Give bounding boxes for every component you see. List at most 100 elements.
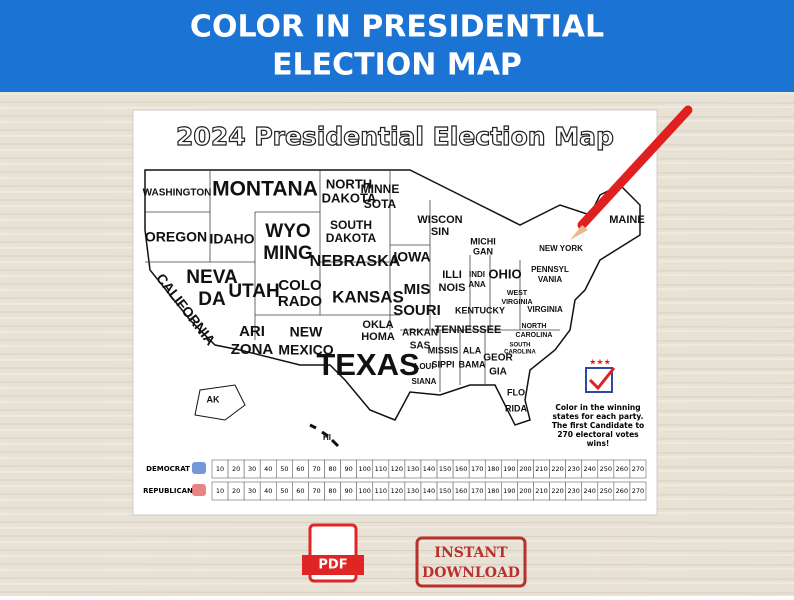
stars: ★★★ [589, 358, 611, 367]
state-label: TENNESSEE [435, 324, 502, 336]
state-label: IDAHO [209, 231, 254, 247]
state-label: NEBRASKA [310, 253, 401, 270]
state-label: DA [198, 289, 226, 310]
state-label: NEVA [186, 267, 238, 288]
state-label: OREGON [145, 229, 207, 245]
state-label: PENNSYL [531, 265, 569, 274]
state-label: WISCON [417, 214, 462, 226]
state-label: RADO [278, 293, 322, 310]
stamp-line: DOWNLOAD [422, 565, 520, 581]
tally-number: 80 [328, 487, 336, 495]
state-label: WEST [507, 290, 528, 297]
state-label: MONTANA [212, 178, 318, 201]
state-label: SIN [431, 226, 449, 238]
tally-cell [629, 459, 647, 479]
tally-number: 10 [216, 465, 224, 473]
party-label: REPUBLICAN [143, 487, 193, 495]
state-label: RIDA [505, 403, 527, 413]
tally-number: 120 [391, 487, 403, 495]
hawaii-shape [309, 423, 340, 448]
state-label: UTAH [228, 281, 279, 302]
tally-number: 100 [358, 487, 370, 495]
tally-number: 250 [600, 465, 612, 473]
state-label: SIPPI [431, 359, 454, 369]
tally-number: 60 [296, 487, 304, 495]
tally-number: 130 [407, 465, 419, 473]
tally-number: 120 [391, 465, 403, 473]
state-label: ARI [239, 323, 265, 340]
tally-number: 220 [551, 465, 563, 473]
pencil [577, 105, 693, 230]
state-label: ANA [468, 280, 486, 289]
state-label: WASHINGTON [143, 188, 212, 199]
check-mark [588, 367, 616, 391]
tally-number: 110 [375, 487, 387, 495]
state-label: VANIA [538, 275, 563, 284]
state-label: GAN [473, 246, 493, 256]
state-label: GEOR [483, 353, 513, 364]
tally-number: 10 [216, 487, 224, 495]
state-label: ARKAN [402, 328, 438, 339]
banner-line: COLOR IN PRESIDENTIAL [190, 10, 604, 45]
state-label: SOUTH [510, 343, 531, 349]
state-label: CAROLINA [504, 350, 536, 356]
state-label: TEXAS [316, 347, 419, 382]
tally-number: 250 [600, 487, 612, 495]
tally-number: 130 [407, 487, 419, 495]
tally-number: 220 [551, 487, 563, 495]
state-label: CAROLINA [516, 332, 553, 339]
state-label: OKLA [362, 319, 393, 331]
tally-number: 150 [439, 487, 451, 495]
banner [0, 0, 794, 92]
pdf-label: PDF [318, 558, 347, 573]
tally-number: 70 [312, 487, 320, 495]
state-label: SIANA [412, 377, 437, 386]
state-label: MIS [404, 281, 431, 298]
tally-number: 270 [632, 487, 644, 495]
state-label: NOIS [439, 282, 466, 294]
tally-number: 190 [503, 487, 515, 495]
state-label: INDI [469, 270, 485, 279]
party-label: DEMOCRAT [146, 465, 190, 473]
instruction-line: states for each party. [553, 412, 644, 421]
tally-number: 50 [280, 487, 288, 495]
tally-number: 210 [535, 465, 547, 473]
state-label: IOWA [393, 249, 430, 265]
tally-number: 90 [344, 487, 352, 495]
state-label: NEW [290, 324, 323, 340]
tally-number: 230 [567, 487, 579, 495]
state-label: MING [263, 243, 313, 264]
state-label: VIRGINIA [527, 305, 563, 314]
state-label: DAKOTA [326, 231, 377, 245]
state-label: NEW YORK [539, 244, 583, 253]
pencil-tip [570, 225, 588, 240]
tally-number: 90 [344, 465, 352, 473]
tally-number: 40 [264, 487, 272, 495]
state-label: MEXICO [278, 342, 333, 358]
state-label: SOUTH [330, 218, 372, 232]
state-label: MINNE [361, 182, 400, 196]
state-label: SOURI [393, 302, 441, 319]
state-label: MAINE [609, 214, 644, 226]
instruction-line: The first Candidate to [552, 421, 644, 430]
state-label: OHIO [488, 266, 521, 281]
tally-number: 270 [632, 465, 644, 473]
tally-cell [629, 481, 647, 501]
state-label: SOTA [364, 197, 397, 211]
map-title: 2024 Presidential Election Map [176, 122, 614, 151]
tally-number: 20 [232, 465, 240, 473]
state-label: COLO [278, 277, 322, 294]
state-label: KENTUCKY [455, 305, 505, 315]
state-label: SAS [410, 341, 431, 352]
stamp-line: INSTANT [434, 545, 508, 561]
tally-number: 140 [423, 487, 435, 495]
instruction-line: 270 electoral votes [557, 430, 639, 439]
state-label: MICHI [470, 236, 496, 246]
state-label: LOUI [414, 362, 433, 371]
state-label: WYO [265, 221, 310, 242]
state-label: NORTH [522, 323, 547, 330]
state-label: BAMA [459, 359, 486, 369]
tally-number: 60 [296, 465, 304, 473]
